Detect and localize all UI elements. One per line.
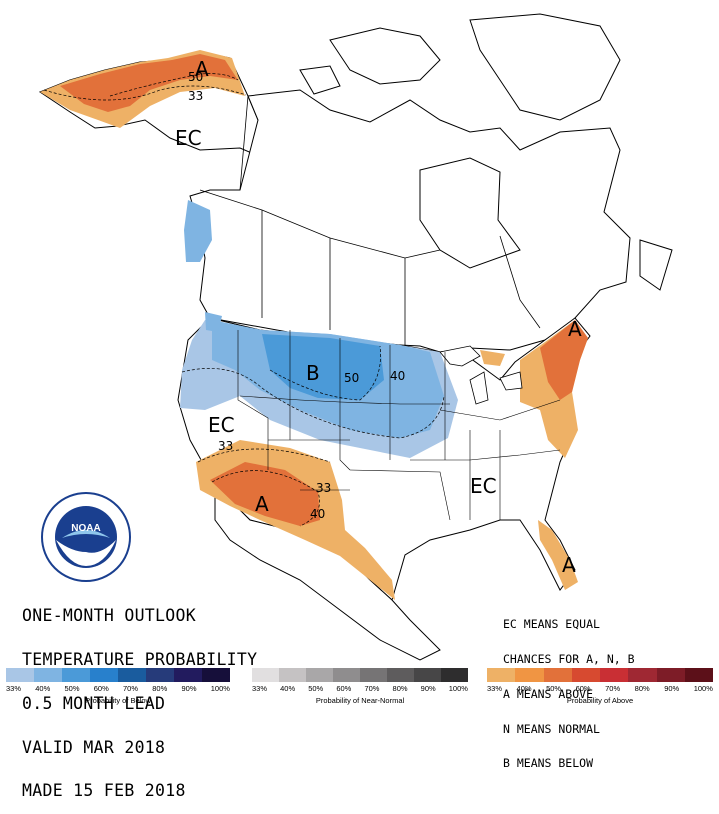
scale-above-tick: 60%	[575, 684, 591, 693]
below-dark-core	[262, 334, 384, 400]
label-ec-west: EC	[208, 413, 235, 437]
scale-near-normal-tick: 100%	[448, 684, 468, 693]
scale-above-tick: 100%	[693, 684, 713, 693]
scale-near-normal-tick: 80%	[392, 684, 408, 693]
scale-near-normal-tick: 40%	[280, 684, 296, 693]
scale-below-swatch	[6, 668, 34, 682]
scale-below-swatch	[62, 668, 90, 682]
scale-near-normal-swatch	[306, 668, 333, 682]
scale-above: 33% 40% 50% 60% 70% 80% 90% 100% Probability of…	[487, 668, 713, 706]
scale-above-swatch	[684, 668, 713, 682]
scale-below-tick: 50%	[64, 684, 80, 693]
scale-below-tick: 33%	[6, 684, 22, 693]
below-pnw-coast	[184, 200, 222, 332]
scale-below: 33% 40% 50% 60% 70% 80% 90% 100% Probability of…	[6, 668, 230, 706]
scale-below-swatch	[174, 668, 202, 682]
scale-above-swatch	[487, 668, 516, 682]
scale-below-tick: 90%	[181, 684, 197, 693]
scale-near-normal-swatch	[252, 668, 279, 682]
legend-line-5: B MEANS BELOW	[503, 756, 594, 771]
title-line-2: TEMPERATURE PROBABILITY	[22, 649, 258, 669]
scale-above-swatch	[600, 668, 629, 682]
great-lakes	[439, 345, 523, 405]
contour-33-west: 33	[218, 439, 233, 453]
scale-near-normal-title: Probability of Near-Normal	[315, 696, 405, 705]
above-great-lakes	[480, 350, 505, 366]
scale-near-normal: 33% 40% 50% 60% 70% 80% 90% 100% Probability of…	[252, 668, 468, 706]
scale-above-tick: 33%	[487, 684, 503, 693]
scale-above-swatch	[543, 668, 572, 682]
scale-above-tick: 80%	[634, 684, 650, 693]
noaa-logo-text: NOAA	[71, 523, 100, 534]
legend-line-1: EC MEANS EQUAL	[503, 617, 600, 632]
scale-above-swatch	[515, 668, 544, 682]
title-line-4: VALID MAR 2018	[22, 737, 166, 757]
scale-near-normal-swatch	[360, 668, 387, 682]
contour-50-alaska: 50	[188, 70, 203, 84]
above-east-mid	[540, 320, 588, 400]
scale-below-tick: 60%	[93, 684, 109, 693]
above-florida	[538, 520, 578, 590]
scale-above-swatch	[656, 668, 685, 682]
alaska-above-mid	[60, 54, 238, 112]
scale-near-normal-tick: 90%	[420, 684, 436, 693]
legend-line-2: CHANCES FOR A, N, B	[503, 651, 635, 666]
scale-below-tick: 70%	[123, 684, 139, 693]
arctic-islands	[299, 13, 673, 291]
scale-below-swatch	[34, 668, 62, 682]
scale-near-normal-tick: 60%	[336, 684, 352, 693]
scale-above-tick: 40%	[516, 684, 532, 693]
scale-near-normal-tick: 33%	[252, 684, 268, 693]
scale-below-title: Probability of Below	[85, 696, 151, 705]
scale-below-tick: 80%	[152, 684, 168, 693]
label-a-alaska: A	[195, 57, 209, 81]
scale-below-swatch	[202, 668, 230, 682]
title-line-1: ONE-MONTH OUTLOOK	[22, 606, 196, 626]
label-b-plains: B	[306, 361, 320, 385]
scale-above-swatch	[628, 668, 657, 682]
label-a-northeast: A	[568, 317, 582, 341]
label-a-southwest: A	[255, 492, 269, 516]
scale-below-tick: 100%	[210, 684, 230, 693]
scale-above-swatch	[571, 668, 600, 682]
hudson-bay	[419, 157, 521, 269]
scale-above-tick: 50%	[546, 684, 562, 693]
scale-above-title: Probability of Above	[566, 696, 634, 705]
contour-33-alaska: 33	[188, 89, 203, 103]
scale-below-tick: 40%	[35, 684, 51, 693]
state-lines	[237, 330, 561, 521]
scale-near-normal-tick: 70%	[364, 684, 380, 693]
scale-near-normal-swatch	[387, 668, 414, 682]
label-ec-alaska: EC	[175, 126, 202, 150]
scale-below-swatch	[118, 668, 146, 682]
contour-33-sw: 33	[316, 481, 331, 495]
canada-outline	[189, 89, 631, 353]
legend-line-3: A MEANS ABOVE	[503, 686, 594, 701]
contour-40-sw: 40	[310, 507, 325, 521]
scale-near-normal-swatch	[441, 668, 468, 682]
scale-near-normal-swatch	[414, 668, 441, 682]
scale-near-normal-swatch	[333, 668, 360, 682]
scale-below-swatch	[146, 668, 174, 682]
label-a-florida: A	[562, 553, 576, 577]
legend-line-4: N MEANS NORMAL	[503, 721, 600, 736]
noaa-logo: NOAA	[41, 492, 131, 582]
label-ec-east: EC	[470, 474, 497, 498]
contour-40-plains: 40	[390, 369, 405, 383]
scale-near-normal-swatch	[279, 668, 306, 682]
contour-50-plains: 50	[344, 371, 359, 385]
scale-above-tick: 90%	[664, 684, 680, 693]
scale-above-tick: 70%	[605, 684, 621, 693]
above-sw-mid	[210, 462, 320, 526]
title-line-5: MADE 15 FEB 2018	[22, 781, 186, 801]
outlook-map: EC EC EC A A A A B 50 33 50 40 33 33 40 …	[38, 13, 673, 661]
scale-below-swatch	[90, 668, 118, 682]
scale-near-normal-tick: 50%	[308, 684, 324, 693]
